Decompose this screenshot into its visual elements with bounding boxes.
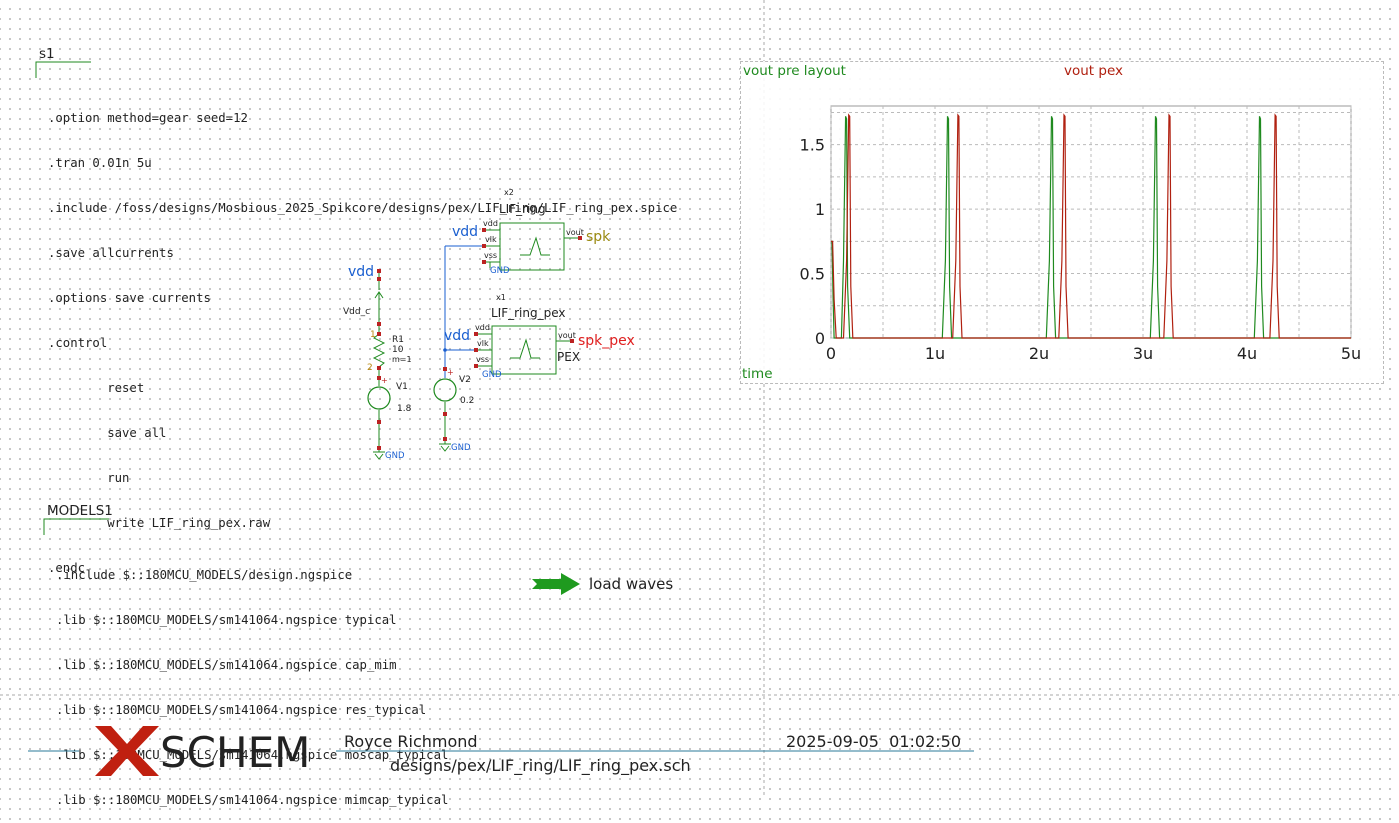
y-tick-label: 0.5 — [800, 265, 825, 284]
r1-value[interactable]: 10 — [392, 345, 404, 355]
x2-cell-label[interactable]: LIF_ring — [499, 202, 546, 216]
models-line: .lib $::180MCU_MODELS/sm141064.ngspice t… — [56, 613, 397, 627]
x-logo-icon — [95, 726, 159, 776]
models-line: .lib $::180MCU_MODELS/sm141064.ngspice c… — [56, 658, 397, 672]
x2-pin-vss: vss — [484, 251, 498, 260]
schematic-wires — [367, 222, 582, 460]
x2-inst-label[interactable]: x2 — [504, 188, 514, 197]
xschem-logo-text: SCHEM — [160, 728, 311, 777]
spice-line: .control — [48, 336, 108, 350]
spice-block-name[interactable]: s1 — [39, 46, 55, 62]
spice-line: reset — [48, 381, 145, 395]
vdd-net-label-x1[interactable]: vdd — [444, 328, 471, 344]
lif-ring-symbol[interactable] — [482, 222, 582, 271]
spice-line: .options save currents — [48, 291, 211, 305]
x1-cell-label[interactable]: LIF_ring_pex — [491, 306, 566, 320]
y-tick-label: 1 — [815, 200, 825, 219]
spk-pex-net-label[interactable]: spk_pex — [578, 333, 635, 349]
x-tick-label: 2u — [1029, 344, 1049, 363]
v2-plus: + — [447, 368, 454, 377]
lif-ring-pex-symbol[interactable] — [474, 325, 574, 375]
x-tick-label: 0 — [826, 344, 836, 363]
schematic-file-path: designs/pex/LIF_ring/LIF_ring_pex.sch — [390, 756, 691, 775]
x-tick-label: 4u — [1237, 344, 1257, 363]
x1-pin-vout: vout — [558, 331, 576, 340]
spice-line: run — [48, 471, 130, 485]
spice-line: .endc — [48, 561, 86, 575]
r1-mult[interactable]: m=1 — [392, 355, 412, 364]
series-line-vout-pre-layout — [831, 116, 1351, 339]
x-tick-label: 3u — [1133, 344, 1153, 363]
models-line: .include $::180MCU_MODELS/design.ngspice — [56, 568, 353, 582]
x2-pin-vdd: vdd — [483, 219, 498, 228]
models-line: .lib $::180MCU_MODELS/sm141064.ngspice r… — [56, 703, 427, 717]
y-tick-label: 1.5 — [800, 136, 825, 155]
pex-tag: PEX — [557, 350, 581, 364]
gnd-label-v2: GND — [451, 443, 471, 453]
vdd-net-label[interactable]: vdd — [348, 264, 375, 280]
gnd-label-x1: GND — [482, 370, 502, 380]
load-waves-launcher[interactable]: load waves — [531, 572, 673, 596]
x-tick-label: 5u — [1341, 344, 1361, 363]
spk-net-label[interactable]: spk — [586, 229, 611, 245]
spice-line: .tran 0.01n 5u — [48, 156, 152, 170]
legend-vout-pex[interactable]: vout pex — [1064, 63, 1124, 79]
spice-line: .option method=gear seed=12 — [48, 111, 248, 125]
plot-area: 0 1u 2u 3u 4u 5u 0 0.5 1 1.5 — [800, 105, 1361, 363]
legend-vout-pre-layout[interactable]: vout pre layout — [743, 63, 846, 79]
vdd-source-branch[interactable] — [367, 269, 391, 460]
r1-name[interactable]: R1 — [392, 335, 404, 345]
date: 2025-09-05 01:02:50 — [786, 732, 962, 751]
models-block-bracket — [43, 518, 109, 535]
x1-pin-vss: vss — [476, 355, 490, 364]
spice-line: .include /foss/designs/Mosbious_2025_Spi… — [48, 201, 678, 215]
x-axis-label[interactable]: time — [742, 366, 773, 382]
arrow-right-icon[interactable] — [531, 572, 583, 596]
v2-value[interactable]: 0.2 — [460, 396, 475, 406]
y-tick-label: 0 — [815, 329, 825, 348]
v1-plus: + — [381, 376, 388, 385]
x1-inst-label[interactable]: x1 — [496, 293, 506, 302]
xschem-logo — [95, 726, 159, 776]
gnd-label-v1: GND — [385, 451, 405, 461]
spice-block-bracket — [35, 61, 91, 78]
v2-source-branch[interactable] — [433, 245, 484, 452]
spice-line: .save allcurrents — [48, 246, 174, 260]
spice-code[interactable]: .option method=gear seed=12 .tran 0.01n … — [48, 81, 677, 591]
gnd-label-x2: GND — [490, 266, 510, 276]
r1-pin2-label: 2 — [367, 363, 373, 373]
author: Royce Richmond — [344, 732, 478, 751]
load-waves-label[interactable]: load waves — [589, 575, 674, 593]
x2-pin-vlk: vlk — [485, 235, 497, 244]
v1-value[interactable]: 1.8 — [397, 404, 412, 414]
x1-pin-vdd: vdd — [475, 323, 490, 332]
v1-name[interactable]: V1 — [396, 382, 408, 392]
x-tick-label: 1u — [925, 344, 945, 363]
models-block-name[interactable]: MODELS1 — [47, 503, 113, 519]
vdd-net-label-x2[interactable]: vdd — [452, 224, 479, 240]
title-block-lines — [28, 750, 974, 752]
spice-line: save all — [48, 426, 167, 440]
r1-pin1-label: 1 — [370, 330, 376, 340]
v2-name[interactable]: V2 — [459, 375, 471, 385]
vdd-c-label[interactable]: Vdd_c — [343, 307, 371, 317]
x2-pin-vout: vout — [566, 228, 584, 237]
x1-pin-vlk: vlk — [477, 339, 489, 348]
series-line-vout-pex — [831, 113, 1351, 339]
spice-line: write LIF_ring_pex.raw — [48, 516, 271, 530]
